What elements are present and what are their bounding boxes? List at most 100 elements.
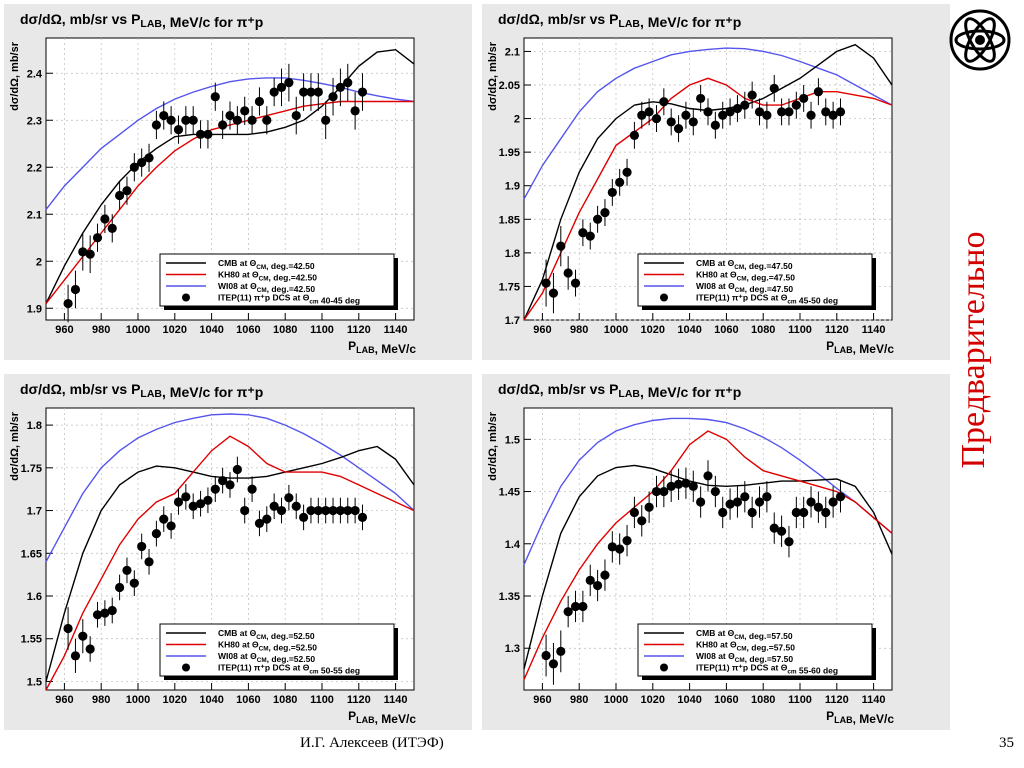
- data-point: [151, 529, 161, 539]
- data-point: [151, 120, 161, 130]
- legend-entry: KH80 at ΘCM, deg.=47.50: [696, 270, 795, 283]
- x-tick-label: 1020: [641, 694, 665, 706]
- data-point: [100, 214, 110, 224]
- data-point: [644, 107, 654, 117]
- x-tick-label: 1060: [714, 694, 738, 706]
- data-point: [357, 87, 368, 97]
- y-tick-label: 1.75: [21, 463, 42, 475]
- y-tick-label: 2.3: [27, 115, 42, 127]
- data-point: [673, 479, 684, 489]
- x-tick-label: 1040: [199, 324, 223, 336]
- legend-entry: CMB at ΘCM, deg.=42.50: [218, 258, 315, 271]
- legend-marker: [660, 663, 668, 672]
- data-point: [247, 484, 257, 494]
- y-tick-label: 1.9: [27, 303, 42, 315]
- data-point: [299, 512, 309, 522]
- y-tick-label: 1.55: [21, 634, 42, 646]
- x-tick-label: 1000: [604, 694, 628, 706]
- x-tick-label: 1080: [273, 324, 297, 336]
- data-point: [732, 497, 743, 507]
- data-point: [276, 505, 287, 516]
- svg-text:Предварительно: Предварительно: [955, 231, 992, 468]
- chart-title: dσ/dΩ, mb/sr vs PLAB, MeV/c for π⁺p: [498, 381, 741, 400]
- data-point: [70, 651, 81, 661]
- data-point: [328, 505, 338, 516]
- y-tick-label: 1.8: [505, 248, 520, 260]
- data-point: [254, 518, 265, 528]
- y-tick-label: 1.75: [499, 281, 520, 293]
- x-tick-label: 1120: [825, 324, 849, 336]
- data-point: [762, 110, 772, 120]
- data-point: [218, 120, 228, 130]
- data-point: [203, 129, 213, 139]
- data-point: [107, 223, 117, 233]
- data-point: [828, 110, 838, 120]
- x-tick-label: 1080: [273, 694, 297, 706]
- data-point: [777, 526, 787, 536]
- data-point: [306, 505, 316, 516]
- data-point: [269, 87, 279, 97]
- chart-title: dσ/dΩ, mb/sr vs PLAB, MeV/c for π⁺p: [20, 381, 263, 400]
- chart-svg: dσ/dΩ, mb/sr vs PLAB, MeV/c for π⁺p 960 98…: [4, 4, 472, 360]
- legend-entry: ITEP(11) π⁺p DCS at Θcm 40-45 deg: [218, 293, 360, 306]
- data-point: [203, 495, 213, 505]
- data-point: [240, 505, 250, 516]
- data-point: [321, 115, 331, 125]
- curve-kh80: [523, 430, 893, 680]
- data-point: [828, 497, 838, 507]
- data-point: [600, 207, 610, 218]
- data-point: [806, 497, 816, 507]
- data-point: [710, 120, 720, 130]
- data-point: [578, 601, 588, 612]
- data-point: [232, 115, 242, 125]
- chart-title: dσ/dΩ, mb/sr vs PLAB, MeV/c for π⁺p: [498, 11, 741, 30]
- x-tick-label: 1020: [163, 324, 187, 336]
- data-point: [637, 110, 647, 120]
- data-point: [585, 231, 595, 241]
- legend-entry: WI08 at ΘCM, deg.=47.50: [696, 281, 793, 294]
- data-point: [195, 499, 206, 509]
- y-tick-label: 1.5: [505, 434, 520, 446]
- data-point: [70, 284, 81, 295]
- curve-cmb: [45, 48, 415, 304]
- x-tick-label: 1140: [384, 324, 408, 336]
- x-tick-label: 980: [570, 694, 588, 706]
- data-point: [666, 117, 676, 127]
- data-point: [651, 113, 662, 124]
- y-tick-label: 1.35: [499, 591, 520, 603]
- x-tick-label: 960: [533, 694, 551, 706]
- legend-marker: [660, 293, 668, 302]
- x-tick-label: 1140: [862, 694, 886, 706]
- footer-author: И.Г. Алексеев (ИТЭФ): [300, 735, 444, 751]
- legend-entry: CMB at ΘCM, deg.=52.50: [218, 628, 315, 641]
- data-point: [276, 82, 287, 92]
- x-axis-label: PLAB, MeV/c: [826, 709, 894, 726]
- x-tick-label: 980: [570, 324, 588, 336]
- data-point: [696, 497, 706, 507]
- chart-title: dσ/dΩ, mb/sr vs PLAB, MeV/c for π⁺p: [20, 11, 263, 30]
- x-tick-label: 1100: [310, 694, 334, 706]
- data-point: [681, 478, 691, 488]
- x-tick-label: 980: [92, 694, 110, 706]
- x-tick-label: 1100: [788, 694, 812, 706]
- y-axis-label: dσ/dΩ, mb/sr: [9, 411, 21, 481]
- y-tick-label: 1.4: [505, 539, 521, 551]
- data-point: [666, 481, 676, 491]
- data-point: [188, 501, 198, 511]
- x-tick-label: 1060: [236, 324, 260, 336]
- x-tick-label: 1000: [604, 324, 628, 336]
- chart-panel-4: dσ/dΩ, mb/sr vs PLAB, MeV/c for π⁺p 960 98…: [482, 374, 950, 730]
- y-tick-label: 1.95: [499, 147, 520, 159]
- data-point: [784, 537, 794, 547]
- data-point: [210, 92, 220, 102]
- x-tick-label: 960: [55, 324, 73, 336]
- data-point: [328, 92, 338, 102]
- x-tick-label: 1000: [126, 324, 150, 336]
- data-point: [747, 90, 757, 100]
- legend-marker: [182, 293, 190, 302]
- data-point: [92, 233, 103, 243]
- y-tick-label: 2: [36, 256, 42, 268]
- data-point: [754, 497, 765, 507]
- data-point: [570, 601, 581, 612]
- data-point: [806, 110, 816, 120]
